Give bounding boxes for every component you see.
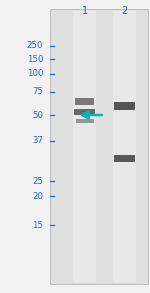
Text: 15: 15: [32, 221, 43, 230]
Bar: [76, 119, 94, 123]
Text: 37: 37: [32, 136, 43, 145]
Bar: [75, 98, 94, 105]
Bar: [114, 155, 135, 162]
Text: 50: 50: [32, 110, 43, 120]
Text: 100: 100: [27, 69, 43, 78]
Bar: [74, 109, 95, 115]
Text: 1: 1: [82, 6, 88, 16]
Text: 150: 150: [27, 54, 43, 64]
Bar: [114, 103, 135, 110]
Text: 25: 25: [32, 177, 43, 186]
Text: 2: 2: [122, 6, 128, 16]
Bar: [73, 11, 96, 282]
Bar: [50, 9, 148, 284]
Bar: [113, 11, 136, 282]
Text: 75: 75: [32, 87, 43, 96]
Text: 20: 20: [32, 192, 43, 201]
Text: 250: 250: [27, 41, 43, 50]
